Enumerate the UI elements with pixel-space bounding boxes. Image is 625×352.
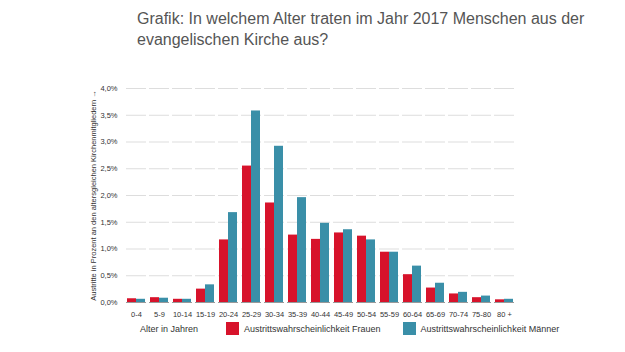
svg-text:3,5%: 3,5% xyxy=(100,111,117,120)
svg-text:40-44: 40-44 xyxy=(311,310,330,319)
svg-text:60-64: 60-64 xyxy=(403,310,422,319)
svg-text:50-54: 50-54 xyxy=(357,310,376,319)
svg-text:55-59: 55-59 xyxy=(380,310,399,319)
svg-text:Austritte in Prozent an den al: Austritte in Prozent an den altersgleich… xyxy=(89,90,98,301)
svg-text:3,0%: 3,0% xyxy=(100,137,117,146)
svg-text:0,0%: 0,0% xyxy=(100,298,117,307)
svg-text:30-34: 30-34 xyxy=(265,310,284,319)
svg-text:70-74: 70-74 xyxy=(449,310,468,319)
svg-text:65-69: 65-69 xyxy=(426,310,445,319)
html-text:Alter in Jahren: Alter in Jahren xyxy=(140,323,198,334)
svg-text:35-39: 35-39 xyxy=(288,310,307,319)
svg-text:75-80: 75-80 xyxy=(472,310,491,319)
svg-text:15-19: 15-19 xyxy=(196,310,215,319)
svg-text:20-24: 20-24 xyxy=(219,310,238,319)
svg-text:2,0%: 2,0% xyxy=(100,191,117,200)
svg-text:4,0%: 4,0% xyxy=(100,84,117,93)
svg-text:0-4: 0-4 xyxy=(131,310,142,319)
html-text:Austrittswahrscheinlichkeit Mä: Austrittswahrscheinlichkeit Männer xyxy=(420,323,560,334)
svg-text:1,0%: 1,0% xyxy=(100,244,117,253)
svg-text:25-29: 25-29 xyxy=(242,310,261,319)
svg-text:45-49: 45-49 xyxy=(334,310,353,319)
html-text:Austrittswahrscheinlichkeit Fr: Austrittswahrscheinlichkeit Frauen xyxy=(244,323,381,334)
svg-text:2,5%: 2,5% xyxy=(100,164,117,173)
svg-text:80 +: 80 + xyxy=(497,310,512,319)
svg-text:10-14: 10-14 xyxy=(173,310,192,319)
svg-text:5-9: 5-9 xyxy=(154,310,165,319)
svg-text:1,5%: 1,5% xyxy=(100,218,117,227)
html-text:Grafik: In welchem Alter trate: Grafik: In welchem Alter traten im Jahr … xyxy=(137,10,585,48)
svg-text:0,5%: 0,5% xyxy=(100,271,117,280)
